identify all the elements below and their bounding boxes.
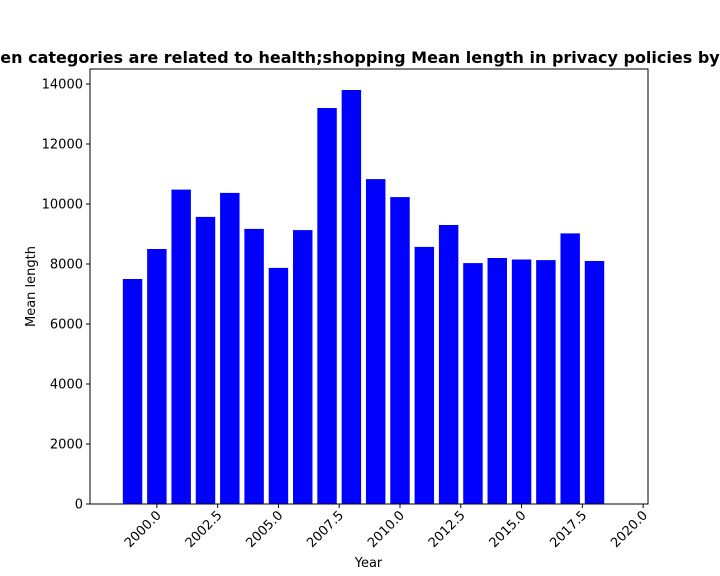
y-tick-label: 8000 [50, 258, 83, 273]
bar [341, 90, 362, 504]
chart-title: en categories are related to health;shop… [0, 48, 720, 67]
bar [390, 197, 410, 504]
bar [220, 192, 240, 504]
bar [511, 259, 532, 504]
y-tick-label: 14000 [42, 78, 83, 93]
bar [171, 189, 191, 504]
bar [293, 230, 313, 504]
bar [463, 263, 483, 504]
bar [317, 108, 337, 504]
bar [584, 261, 605, 504]
bar [560, 233, 580, 504]
bar [122, 279, 143, 504]
bar [438, 225, 459, 504]
y-axis-label: Mean length [24, 246, 39, 327]
bar [268, 267, 289, 504]
y-axis-ticks: 0 2000 4000 6000 8000 10000 12000 14000 [42, 78, 90, 513]
bar [195, 216, 216, 504]
y-tick-label: 10000 [42, 198, 83, 213]
bar [365, 179, 386, 504]
y-tick-label: 12000 [42, 138, 83, 153]
bar [414, 246, 435, 504]
y-tick-label: 2000 [50, 438, 83, 453]
plot-frame [89, 68, 649, 505]
y-tick-label: 4000 [50, 378, 83, 393]
y-tick-label: 6000 [50, 318, 83, 333]
bar [147, 249, 167, 504]
y-tick-label: 0 [75, 498, 83, 513]
bars [122, 90, 605, 504]
x-axis-label: Year [354, 556, 383, 571]
bar [536, 260, 556, 504]
bar [487, 258, 507, 504]
bar [244, 228, 264, 504]
